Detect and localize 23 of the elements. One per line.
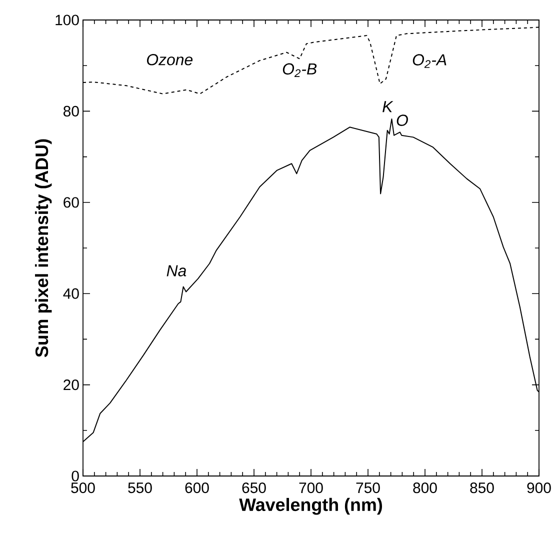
x-tick-label: 600: [185, 482, 209, 494]
annotation: O$_{2}$-A: [412, 54, 446, 68]
y-tick-label: 0: [72, 470, 79, 482]
y-tick-label: 100: [56, 14, 79, 26]
annotation: K: [382, 101, 394, 112]
annotation: O: [396, 114, 408, 126]
annotation: Ozone: [147, 54, 193, 66]
x-tick-label: 750: [356, 482, 380, 494]
y-tick-label: 60: [64, 197, 79, 208]
x-tick-label: 500: [71, 482, 95, 494]
y-tick-label: 80: [64, 106, 79, 116]
y-tick-label: 40: [63, 288, 79, 299]
annotation: O$_{2}$-B: [282, 63, 317, 78]
x-tick-label: 900: [527, 482, 551, 494]
x-tick-label: 850: [470, 482, 494, 494]
annotation: Na: [166, 265, 186, 276]
x-tick-label: 700: [299, 482, 323, 494]
y-axis-title: Sum pixel intensity (ADU): [34, 139, 52, 358]
x-tick-label: 650: [242, 482, 266, 494]
x-tick-label: 800: [413, 482, 437, 494]
x-tick-label: 550: [128, 482, 152, 494]
x-axis-title: Wavelength (nm): [239, 498, 382, 515]
y-tick-label: 20: [64, 380, 79, 390]
